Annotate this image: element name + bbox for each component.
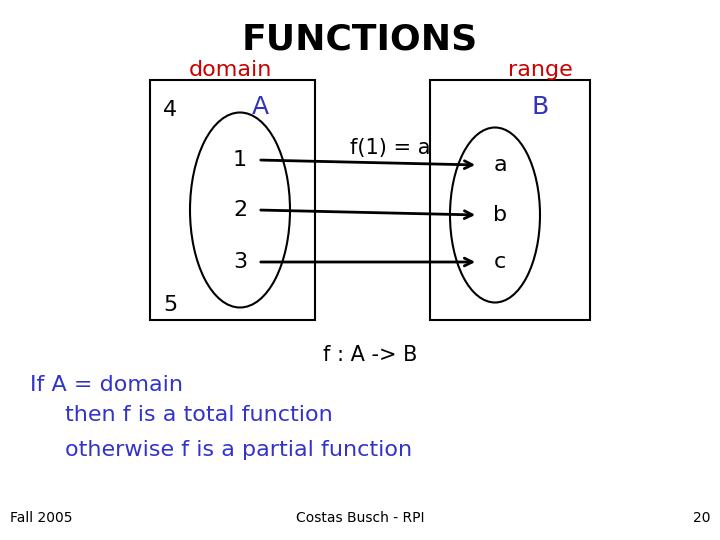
Text: c: c: [494, 252, 506, 272]
Ellipse shape: [450, 127, 540, 302]
Text: f : A -> B: f : A -> B: [323, 345, 417, 365]
Text: b: b: [493, 205, 507, 225]
Bar: [430, 80, 590, 320]
Text: domain: domain: [189, 60, 271, 80]
Text: Fall 2005: Fall 2005: [10, 511, 73, 525]
Ellipse shape: [190, 112, 290, 307]
Text: then f is a total function: then f is a total function: [65, 405, 333, 425]
Text: 2: 2: [233, 200, 247, 220]
Text: A: A: [251, 95, 269, 119]
Text: 3: 3: [233, 252, 247, 272]
Text: f(1) = a: f(1) = a: [350, 138, 431, 158]
Bar: [150, 80, 315, 320]
Text: otherwise f is a partial function: otherwise f is a partial function: [65, 440, 412, 460]
Text: 5: 5: [163, 295, 177, 315]
Text: 20: 20: [693, 511, 710, 525]
Text: B: B: [531, 95, 549, 119]
Text: Costas Busch - RPI: Costas Busch - RPI: [296, 511, 424, 525]
Text: FUNCTIONS: FUNCTIONS: [242, 22, 478, 56]
Text: 4: 4: [163, 100, 177, 120]
Text: If A = domain: If A = domain: [30, 375, 183, 395]
Text: range: range: [508, 60, 572, 80]
Text: 1: 1: [233, 150, 247, 170]
Text: a: a: [493, 155, 507, 175]
